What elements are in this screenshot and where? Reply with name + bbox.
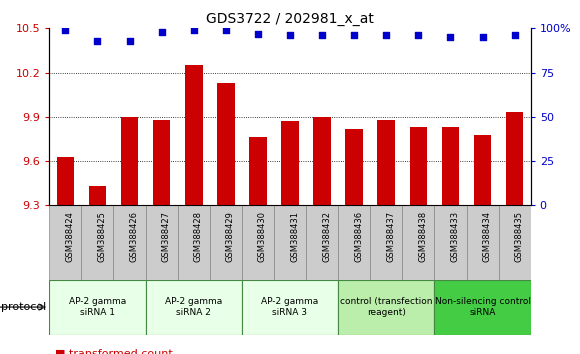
Bar <box>114 205 146 280</box>
Bar <box>217 83 235 205</box>
Text: GSM388434: GSM388434 <box>483 211 492 262</box>
Bar <box>81 205 114 280</box>
Bar <box>378 120 395 205</box>
Text: GSM388436: GSM388436 <box>354 211 363 262</box>
Bar <box>121 117 139 205</box>
Text: GSM388430: GSM388430 <box>258 211 267 262</box>
Bar <box>49 205 81 280</box>
Bar <box>153 120 171 205</box>
Point <box>478 34 487 40</box>
Bar <box>370 205 403 280</box>
Point <box>510 33 519 38</box>
Point <box>125 38 134 44</box>
Text: AP-2 gamma
siRNA 2: AP-2 gamma siRNA 2 <box>165 297 222 317</box>
Bar <box>506 113 524 205</box>
Text: GSM388427: GSM388427 <box>162 211 171 262</box>
Bar <box>177 205 210 280</box>
Text: protocol: protocol <box>1 302 46 312</box>
Text: GSM388425: GSM388425 <box>97 211 107 262</box>
Bar <box>281 121 299 205</box>
Text: Non-silencing control
siRNA: Non-silencing control siRNA <box>434 297 531 317</box>
Point <box>189 27 198 33</box>
Text: GSM388426: GSM388426 <box>129 211 139 262</box>
Text: GSM388435: GSM388435 <box>514 211 524 262</box>
Point <box>382 33 391 38</box>
Bar <box>242 280 338 335</box>
Bar <box>89 186 106 205</box>
Text: control (transfection
reagent): control (transfection reagent) <box>340 297 433 317</box>
Text: GSM388429: GSM388429 <box>226 211 235 262</box>
Bar <box>403 205 434 280</box>
Bar <box>313 117 331 205</box>
Text: GSM388424: GSM388424 <box>66 211 74 262</box>
Point <box>446 34 455 40</box>
Bar <box>441 127 459 205</box>
Point <box>157 29 166 35</box>
Point <box>414 33 423 38</box>
Text: GDS3722 / 202981_x_at: GDS3722 / 202981_x_at <box>206 12 374 27</box>
Point <box>253 31 263 36</box>
Text: AP-2 gamma
siRNA 1: AP-2 gamma siRNA 1 <box>69 297 126 317</box>
Text: GSM388437: GSM388437 <box>386 211 396 262</box>
Bar <box>249 137 267 205</box>
Point <box>317 33 327 38</box>
Bar <box>185 65 202 205</box>
Bar <box>146 205 177 280</box>
Text: GSM388431: GSM388431 <box>290 211 299 262</box>
Point <box>93 38 102 44</box>
Text: AP-2 gamma
siRNA 3: AP-2 gamma siRNA 3 <box>262 297 318 317</box>
Point <box>61 27 70 33</box>
Bar <box>210 205 242 280</box>
Text: ■ transformed count: ■ transformed count <box>55 349 173 354</box>
Point <box>221 27 230 33</box>
Text: GSM388438: GSM388438 <box>418 211 427 262</box>
Bar <box>306 205 338 280</box>
Bar <box>56 156 74 205</box>
Bar <box>242 205 274 280</box>
Point <box>285 33 295 38</box>
Text: GSM388432: GSM388432 <box>322 211 331 262</box>
Bar <box>338 280 434 335</box>
Text: GSM388433: GSM388433 <box>451 211 459 262</box>
Bar <box>146 280 242 335</box>
Bar <box>274 205 306 280</box>
Bar <box>49 280 146 335</box>
Bar <box>474 135 491 205</box>
Bar <box>434 205 466 280</box>
Bar <box>338 205 370 280</box>
Bar <box>499 205 531 280</box>
Point <box>350 33 359 38</box>
Bar <box>434 280 531 335</box>
Bar <box>466 205 499 280</box>
Text: GSM388428: GSM388428 <box>194 211 203 262</box>
Bar <box>345 129 363 205</box>
Bar <box>409 127 427 205</box>
